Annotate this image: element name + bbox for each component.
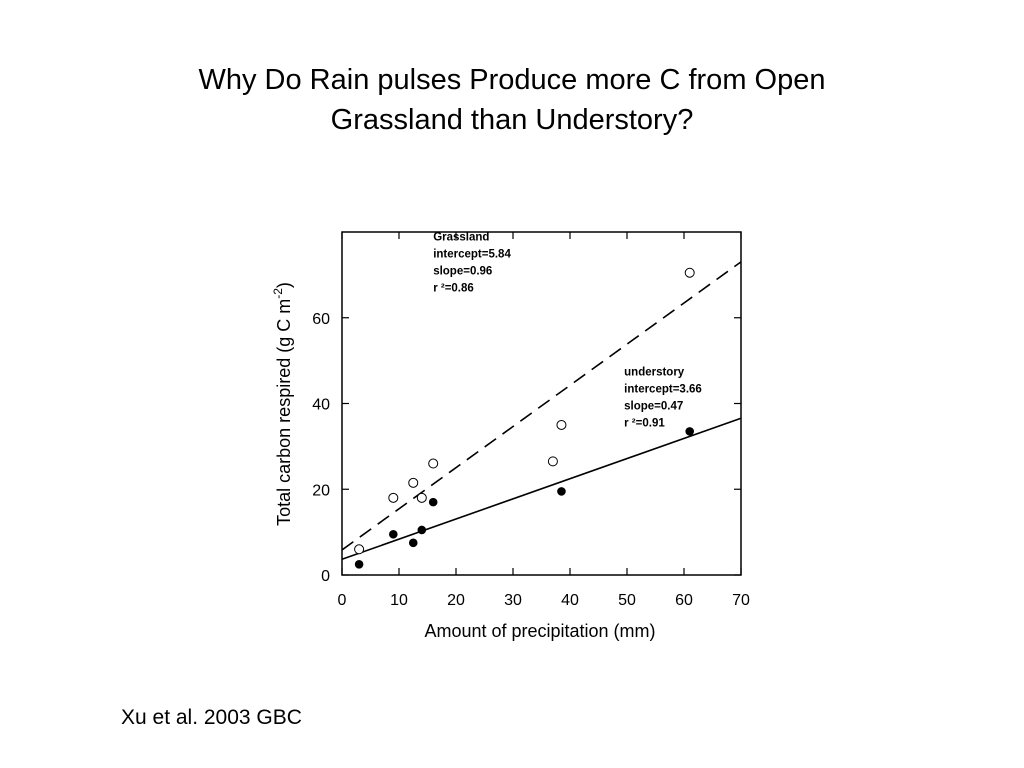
understory-point [428,497,438,507]
grassland-point [428,458,439,469]
grassland-point [547,456,558,467]
grassland-fit-line [341,261,742,551]
annotation-line: slope=0.96 [433,266,492,278]
grassland-point [416,492,427,503]
grassland-point [354,544,365,555]
citation: Xu et al. 2003 GBC [121,706,302,729]
x-tick-label: 0 [338,592,347,609]
slide-title: Why Do Rain pulses Produce more C from O… [112,60,912,140]
x-tick-label: 20 [447,592,465,609]
understory-point [557,487,566,496]
regression-lines [341,261,742,561]
annotation-line: r ²=0.86 [433,283,474,295]
x-tick-label: 30 [504,592,522,609]
grassland-point [684,267,695,278]
annotation-line: slope=0.47 [624,401,683,413]
y-axis-label: Total carbon respired (g C m-2) [271,282,294,526]
y-axis-label-main: Total carbon respired (g C m [274,299,294,526]
x-axis-label: Amount of precipitation (mm) [424,621,655,641]
understory-point [354,559,364,569]
grassland-point [408,477,419,488]
slide-title-line-1: Why Do Rain pulses Produce more C from O… [198,64,826,96]
understory-point [417,525,427,535]
y-axis-label-suffix: ) [274,282,294,288]
x-tick-label: 40 [561,592,579,609]
x-tick-label: 70 [732,592,750,609]
annotation-line: understory [624,367,685,379]
x-tick-label: 10 [390,592,408,609]
annotation-line: intercept=3.66 [624,384,702,396]
y-tick-label: 20 [312,482,330,499]
understory-point [685,427,695,436]
y-tick-label: 60 [312,311,330,328]
y-tick-label: 0 [321,568,330,585]
slide-title-line-2: Grassland than Understory? [330,104,694,136]
fit-annotations: Grassland intercept=5.84 slope=0.96 r ²=0.8… [433,232,702,430]
grassland-point [556,419,567,430]
grassland-annotation: Grassland intercept=5.84 slope=0.96 r ²=0.8… [433,232,511,295]
annotation-line: r ²=0.91 [624,418,665,430]
understory-point [408,538,418,548]
y-tick-label: 40 [312,397,330,414]
axis-ticks: 0 10 20 30 40 50 60 70 0 20 40 60 [312,232,750,609]
x-tick-label: 60 [675,592,693,609]
grassland-point [388,492,399,503]
understory-point [389,529,398,539]
annotation-line: intercept=5.84 [433,249,511,261]
data-points [354,267,695,569]
x-tick-label: 50 [618,592,636,609]
y-axis-label-superscript: -2 [271,288,285,299]
annotation-line: Grassland [433,232,489,244]
understory-annotation: understory intercept=3.66 slope=0.47 r ²=0.… [624,367,702,430]
understory-fit-line [341,417,742,561]
